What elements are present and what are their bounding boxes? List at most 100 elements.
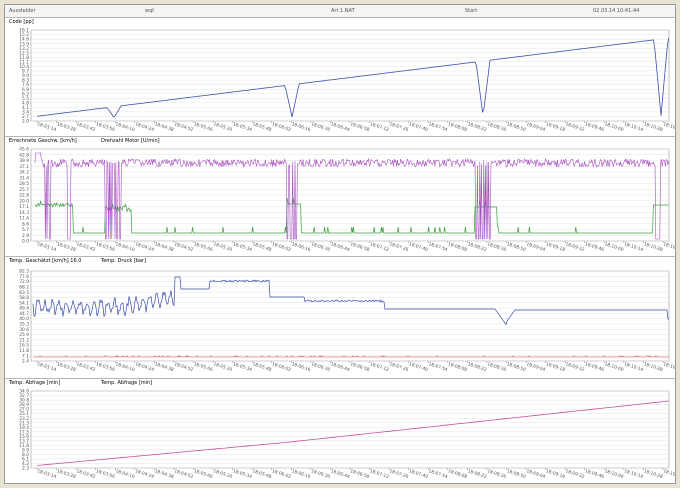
series-line-rpm: [34, 197, 669, 234]
chart-panel-code[interactable]: Code [pp] 16.1 15.2 14.6 13.9 13.2 12.5 11.8 11…: [5, 17, 675, 136]
x-tick-label: 18:09:32: [565, 241, 586, 253]
x-tick-label: 18:05:06: [193, 121, 214, 133]
y-tick-label: 68.2: [19, 284, 29, 290]
x-tick-label: 18:10:14: [623, 468, 644, 480]
x-tick-label: 18:08:08: [447, 241, 468, 253]
x-tick-label: 18:04:10: [115, 121, 136, 133]
y-tick-label: 27.0: [19, 407, 29, 413]
x-tick-label: 18:06:30: [310, 361, 331, 373]
x-tick-label: 18:06:58: [349, 121, 370, 133]
x-tick-label: 18:04:24: [134, 468, 155, 480]
series-line-speed: [34, 152, 669, 240]
plot-area: [30, 390, 670, 469]
x-tick-label: 18:08:50: [506, 121, 527, 133]
x-tick-label: 18:06:16: [291, 121, 312, 133]
x-tick-label: 18:04:10: [115, 361, 136, 373]
x-tick-label: 18:03:42: [76, 241, 97, 253]
x-tick-label: 18:09:46: [584, 468, 605, 480]
x-tick-label: 18:06:30: [310, 468, 331, 480]
x-tick-label: 18:09:04: [525, 361, 546, 373]
x-tick-label: 18:04:38: [154, 241, 175, 253]
x-tick-label: 18:06:44: [330, 241, 351, 253]
x-tick-label: 18:10:14: [623, 121, 644, 133]
x-tick-label: 18:03:14: [36, 121, 57, 133]
y-tick-label: 8.6: [22, 221, 29, 227]
x-tick-label: 18:07:54: [428, 121, 449, 133]
x-tick-label: 18:10:42: [662, 361, 675, 373]
y-tick-label: 82.3: [19, 269, 29, 275]
x-tick-label: 18:08:36: [486, 468, 507, 480]
header-field-2: wqt: [145, 8, 155, 14]
y-tick-label: 34.2: [19, 170, 29, 176]
x-tick-label: 18:08:36: [486, 241, 507, 253]
y-tick-label: 11.8: [19, 55, 29, 61]
y-tick-label: 17.1: [19, 204, 29, 210]
y-tick-label: 11.4: [19, 216, 29, 222]
y-tick-label: 5.5: [22, 96, 29, 102]
y-tick-label: 2.7: [22, 114, 29, 120]
x-tick-label: 18:06:16: [291, 361, 312, 373]
x-tick-label: 18:09:32: [565, 361, 586, 373]
x-tick-label: 18:03:42: [76, 121, 97, 133]
x-tick-label: 18:08:08: [447, 468, 468, 480]
x-tick-label: 18:10:42: [662, 468, 675, 480]
x-tick-label: 18:09:32: [565, 121, 586, 133]
y-tick-label: 4.8: [22, 100, 29, 106]
x-tick-label: 18:03:56: [95, 241, 116, 253]
x-tick-label: 18:06:16: [291, 241, 312, 253]
y-tick-label: 11.8: [19, 443, 29, 449]
y-tick-label: 15.2: [19, 32, 29, 38]
x-tick-label: 18:08:22: [467, 241, 488, 253]
y-tick-label: 31.4: [19, 175, 29, 181]
x-tick-label: 18:09:04: [525, 121, 546, 133]
header-field-3: Art 1.NAT: [331, 8, 355, 14]
x-tick-label: 18:07:12: [369, 468, 390, 480]
panel-title: Temp. Abfrage [min]: [9, 380, 61, 386]
y-tick-label: 2.4: [22, 359, 29, 365]
x-tick-label: 18:06:44: [330, 121, 351, 133]
x-tick-label: 18:05:20: [212, 121, 233, 133]
y-tick-label: 4.1: [22, 105, 29, 111]
x-tick-label: 18:06:30: [310, 241, 331, 253]
y-tick-label: 77.6: [19, 274, 29, 280]
x-tick-label: 18:08:36: [486, 361, 507, 373]
x-tick-label: 18:07:54: [428, 241, 449, 253]
panel-title: Temp. Geschätzt [km/h] 16.0: [9, 258, 82, 264]
x-tick-label: 18:05:48: [252, 241, 273, 253]
y-tick-label: 32.7: [19, 393, 29, 399]
x-tick-label: 18:06:02: [271, 361, 292, 373]
x-tick-label: 18:04:24: [134, 121, 155, 133]
panel-title-2: Drehzahl Motor [U/min]: [101, 138, 160, 144]
header-field-4: Start: [465, 8, 478, 14]
y-tick-label: 63.5: [19, 290, 29, 296]
chart-panel-temp-pressure[interactable]: Temp. Geschätzt [km/h] 16.0 Temp. Druck …: [5, 256, 675, 378]
x-tick-label: 18:05:48: [252, 361, 273, 373]
x-tick-label: 18:08:36: [486, 121, 507, 133]
y-tick-label: 22.8: [19, 193, 29, 199]
y-tick-label: 19.4: [19, 425, 29, 431]
panel-title: Code [pp]: [9, 19, 34, 25]
x-tick-label: 18:07:12: [369, 121, 390, 133]
chart-panel-temp-query[interactable]: Temp. Abfrage [min] Temp. Abfrage [min] …: [5, 378, 675, 483]
x-tick-label: 18:06:58: [349, 361, 370, 373]
x-tick-label: 18:07:40: [408, 121, 429, 133]
x-tick-label: 18:03:28: [56, 468, 77, 480]
y-tick-label: 6.9: [22, 87, 29, 93]
y-tick-label: 25.1: [19, 411, 29, 417]
y-tick-label: 16.1: [19, 28, 29, 34]
x-tick-label: 18:10:28: [643, 121, 664, 133]
plot-area: [30, 270, 670, 362]
x-tick-label: 18:04:52: [173, 241, 194, 253]
x-tick-label: 18:04:10: [115, 468, 136, 480]
series-line-query: [36, 400, 670, 466]
x-tick-label: 18:03:42: [76, 468, 97, 480]
x-tick-label: 18:10:00: [604, 468, 625, 480]
x-tick-label: 18:06:58: [349, 468, 370, 480]
x-tick-label: 18:07:40: [408, 361, 429, 373]
panel-title: Errechnete Geschw. [km/h]: [9, 138, 77, 144]
chart-panel-speed-rpm[interactable]: Errechnete Geschw. [km/h] Drehzahl Motor…: [5, 136, 675, 256]
x-tick-label: 18:07:54: [428, 361, 449, 373]
chart-svg: 82.377.672.968.263.558.854.149.444.740.0…: [19, 269, 675, 373]
x-tick-label: 18:05:06: [193, 361, 214, 373]
x-tick-label: 18:10:00: [604, 121, 625, 133]
